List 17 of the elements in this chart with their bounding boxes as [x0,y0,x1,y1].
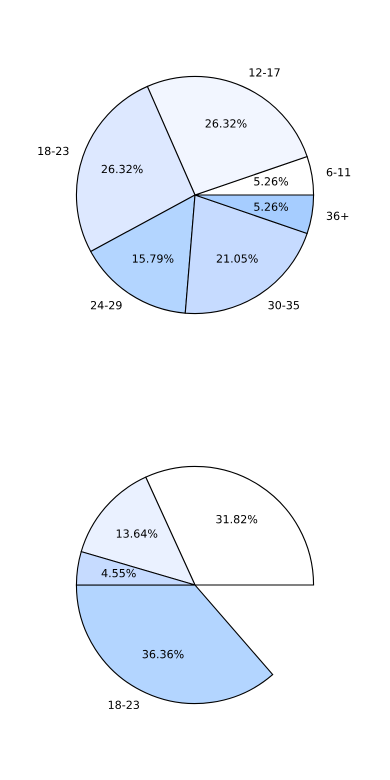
data-label: 21.05% [216,254,258,263]
data-label: 5.26% [254,177,288,186]
slice-label: 6-11 [326,168,350,176]
data-label: 31.82% [216,514,258,524]
data-label: 4.55% [102,568,136,578]
slice-label: 12-17 [250,68,280,76]
data-label: 26.32% [206,119,247,128]
data-label: 26.32% [102,164,143,174]
slice-label: 24-29 [90,301,122,310]
data-label: 13.64% [116,529,158,538]
slice-label: 36+ [326,212,348,220]
slice-label: 18-23 [108,700,140,710]
slice-label: 18-23 [38,146,69,156]
data-label: 36.36% [142,650,184,658]
data-label: 5.26% [254,202,288,211]
slice-label: 30-35 [268,300,299,310]
data-label: 15.79% [132,254,174,263]
